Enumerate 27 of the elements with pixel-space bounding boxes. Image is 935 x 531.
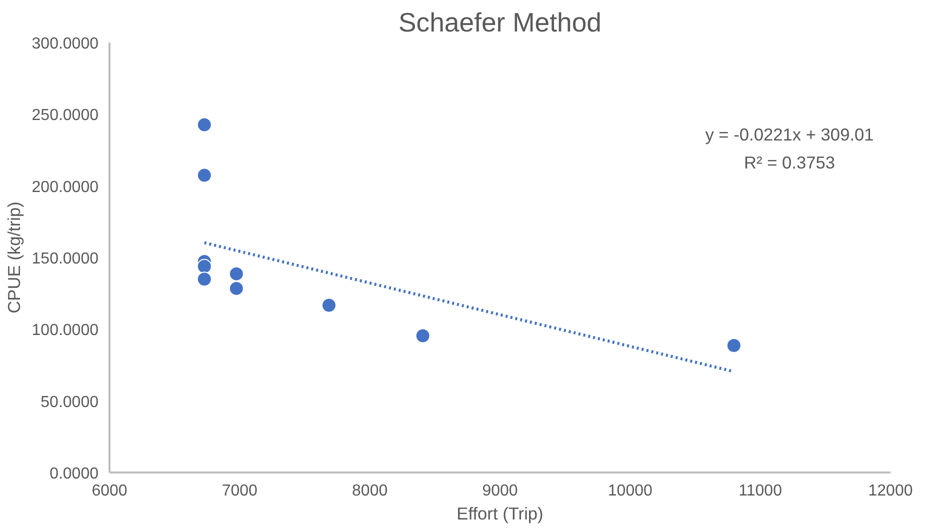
- y-tick-label: 250.0000: [32, 107, 99, 124]
- y-tick-label: 300.0000: [32, 36, 99, 52]
- x-tick-label: 11000: [738, 482, 782, 500]
- point: [196, 258, 212, 274]
- x-tick-label: 7000: [222, 482, 258, 500]
- point: [196, 272, 212, 287]
- point: [321, 298, 336, 313]
- x-tick-label: 10000: [608, 482, 653, 500]
- point: [726, 338, 742, 353]
- x-axis-title: Effort (Trip): [456, 504, 544, 524]
- point: [228, 266, 244, 282]
- chart-title: Schaefer Method: [398, 8, 602, 38]
- annotation: y = -0.0221x + 309.01 R² = 0.3753: [705, 124, 874, 172]
- y-tick-label: 100.0000: [32, 322, 99, 340]
- point: [228, 280, 244, 296]
- point: [196, 117, 212, 132]
- y-tick-label: 50.0000: [40, 394, 99, 411]
- y-tick-label: 0.0000: [50, 466, 99, 482]
- x-tick-label: 12000: [868, 482, 913, 500]
- x-tick-label: 6000: [92, 482, 128, 500]
- x-tick-label: 8000: [352, 482, 388, 500]
- point: [415, 328, 430, 344]
- y-tick-label: 150.0000: [32, 250, 99, 268]
- point: [196, 168, 212, 183]
- y-axis-title: CPUE (kg/trip): [4, 202, 24, 314]
- x-tick-label: 9000: [482, 482, 518, 500]
- y-tick-label: 200.0000: [32, 178, 99, 196]
